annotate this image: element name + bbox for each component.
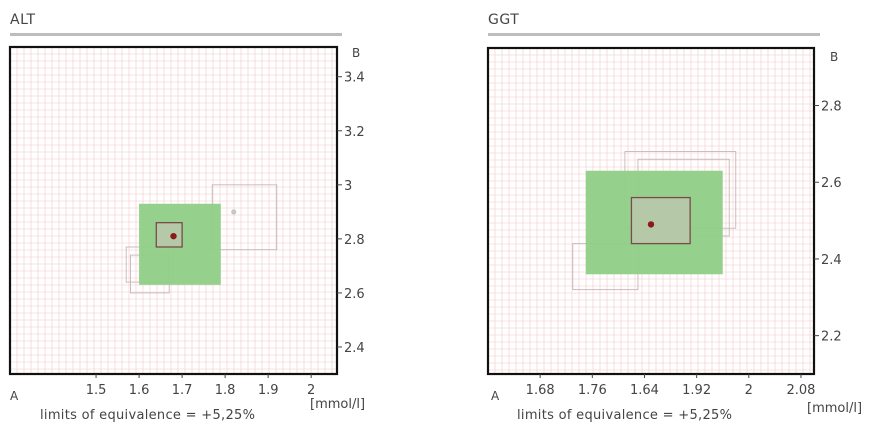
x-tick-label: 1.5 — [86, 383, 107, 398]
chart-title: ALT — [10, 12, 36, 28]
y-tick-label: 3.4 — [344, 71, 365, 86]
y-tick-label: 2.6 — [821, 176, 842, 191]
x-axis-label: A — [10, 389, 19, 403]
y-tick-label: 3 — [344, 179, 352, 194]
y-tick-label: 2.8 — [344, 233, 365, 248]
chart-panel-ggt: GGT 1.68 1.76 1.64 1.92 2 2.08 2.2 2.4 2.6 2.8 B … — [439, 0, 878, 427]
estimate-box — [630, 196, 691, 245]
y-tick-label: 2.6 — [344, 287, 365, 302]
title-rule — [10, 33, 342, 36]
y-axis-label: B — [830, 50, 839, 64]
x-axis-label: A — [491, 389, 500, 403]
y-axis-label: B — [352, 46, 361, 60]
x-tick-label: 2 — [745, 383, 753, 398]
x-tick-label: 1.8 — [215, 383, 236, 398]
data-point — [647, 221, 655, 228]
chart-panel-alt: ALT 1.5 1.6 1.7 1.8 1.9 2 2.4 2.6 2.8 3 3.2 3.4 B A… — [8, 12, 366, 423]
y-tick-label: 2.8 — [821, 100, 842, 115]
data-point — [170, 232, 177, 240]
chart-plot-alt: 1.5 1.6 1.7 1.8 1.9 2 2.4 2.6 2.8 3 3.2 3.4 — [8, 45, 365, 398]
x-tick-label: 1.9 — [258, 383, 279, 398]
x-tick-label: 1.7 — [172, 383, 193, 398]
x-tick-label: 1.68 — [526, 383, 555, 398]
x-tick-label: 1.64 — [630, 383, 659, 398]
data-point-faint — [231, 209, 237, 215]
y-tick-label: 2.4 — [344, 341, 365, 356]
x-tick-label: 2.08 — [786, 383, 815, 398]
plot-frame — [486, 46, 816, 376]
chart-plot-ggt: 1.68 1.76 1.64 1.92 2 2.08 2.2 2.4 2.6 2.8 — [486, 46, 842, 398]
estimate-box — [155, 222, 183, 248]
x-tick-label: 1.6 — [129, 383, 150, 398]
y-tick-label: 2.4 — [821, 253, 842, 268]
plot-frame — [8, 45, 339, 376]
title-rule — [488, 33, 820, 36]
x-tick-label: 1.76 — [578, 383, 607, 398]
chart-title: GGT — [488, 12, 520, 28]
y-tick-label: 3.2 — [344, 125, 365, 140]
equivalence-note: limits of equivalence = +5,25% — [40, 408, 256, 423]
y-tick-label: 2.2 — [821, 330, 842, 345]
unit-label: [mmol/l] — [807, 401, 863, 416]
equivalence-note: limits of equivalence = +5,25% — [517, 408, 733, 423]
unit-label: [mmol/l] — [310, 397, 366, 412]
x-tick-label: 2 — [307, 383, 315, 398]
x-tick-label: 1.92 — [682, 383, 711, 398]
